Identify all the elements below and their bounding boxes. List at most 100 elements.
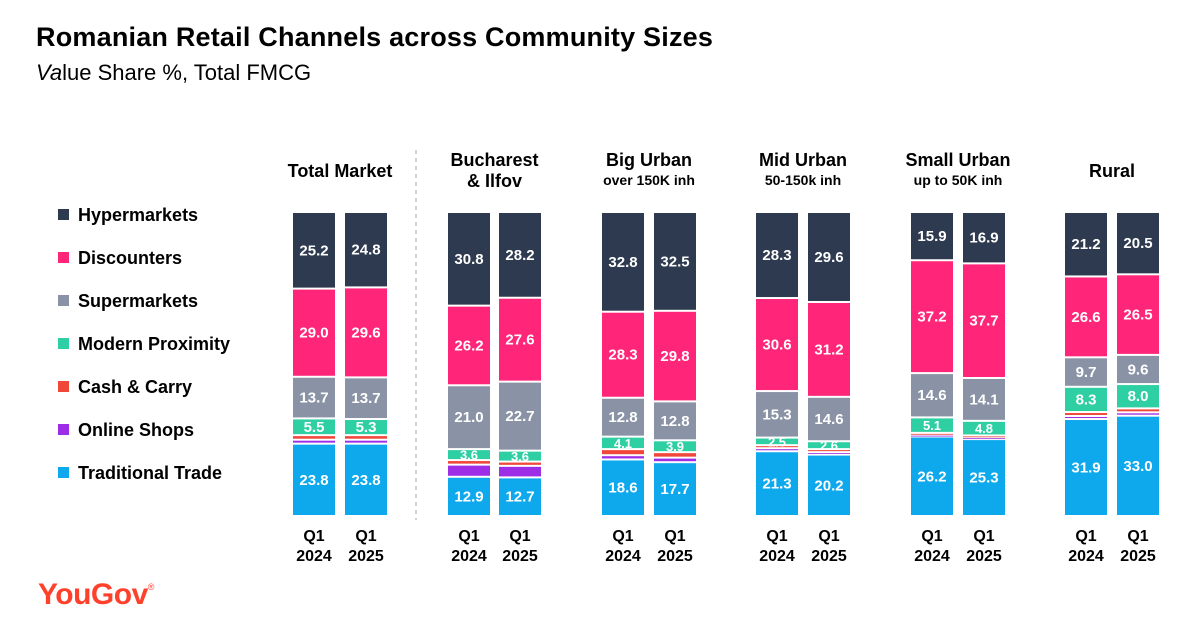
bar-segment-mid-urban-q1-2024-modern-proximity (756, 438, 798, 445)
data-label-small-urban-q1-2025-modern-proximity: 4.8 (975, 421, 993, 436)
bar-segment-bucharest-and-ilfov-q1-2025-discounters (499, 298, 541, 381)
data-label-total-market-q1-2024-supermarkets: 13.7 (299, 390, 328, 407)
data-label-bucharest-and-ilfov-q1-2024-supermarkets: 21.0 (454, 409, 483, 426)
x-tick-label-bucharest-and-ilfov-q1-2025-line1: Q1 (509, 528, 530, 545)
x-tick-label-mid-urban-q1-2025-line2: 2025 (811, 548, 847, 565)
data-label-mid-urban-q1-2024-traditional-trade: 21.3 (762, 476, 791, 493)
subtitle-italic: Va (36, 60, 63, 85)
x-tick-label-mid-urban-q1-2024-line2: 2024 (759, 548, 795, 565)
bar-segment-small-urban-q1-2024-online-shops (911, 435, 953, 437)
data-label-bucharest-and-ilfov-q1-2024-hypermarkets: 30.8 (454, 251, 483, 268)
legend-swatch-discounters (58, 252, 69, 263)
data-label-bucharest-and-ilfov-q1-2024-modern-proximity: 3.6 (460, 448, 478, 463)
x-tick-label-small-urban-q1-2025-line1: Q1 (973, 528, 994, 545)
legend-label-cash-and-carry: Cash & Carry (78, 377, 193, 397)
brand-mark: ® (147, 582, 155, 592)
x-tick-label-rural-q1-2025-line2: 2025 (1120, 548, 1156, 565)
bar-segment-small-urban-q1-2025-cash-and-carry (963, 436, 1005, 438)
bar-segment-mid-urban-q1-2025-cash-and-carry (808, 450, 850, 452)
x-tick-label-total-market-q1-2025-line1: Q1 (355, 528, 376, 545)
data-label-big-urban-q1-2025-hypermarkets: 32.5 (660, 253, 689, 270)
bar-segment-small-urban-q1-2025-supermarkets (963, 378, 1005, 420)
bar-segment-big-urban-q1-2024-modern-proximity (602, 437, 644, 449)
legend-swatch-modern-proximity (58, 338, 69, 349)
bar-segment-rural-q1-2024-discounters (1065, 277, 1107, 357)
bar-segment-mid-urban-q1-2025-traditional-trade (808, 455, 850, 515)
data-label-bucharest-and-ilfov-q1-2025-hypermarkets: 28.2 (505, 247, 534, 264)
bar-segment-mid-urban-q1-2025-discounters (808, 302, 850, 396)
legend-label-supermarkets: Supermarkets (78, 291, 199, 311)
group-title-big-urban: Big Urban (606, 150, 692, 170)
data-label-mid-urban-q1-2024-hypermarkets: 28.3 (762, 247, 791, 264)
data-label-rural-q1-2025-discounters: 26.5 (1123, 307, 1152, 324)
legend-label-online-shops: Online Shops (78, 420, 195, 440)
x-tick-label-big-urban-q1-2025-line1: Q1 (664, 528, 685, 545)
bar-segment-big-urban-q1-2024-traditional-trade (602, 460, 644, 515)
bar-segment-bucharest-and-ilfov-q1-2025-cash-and-carry (499, 462, 541, 465)
bar-segment-total-market-q1-2025-modern-proximity (345, 420, 387, 435)
bar-segment-big-urban-q1-2024-hypermarkets (602, 213, 644, 311)
bar-segment-big-urban-q1-2025-online-shops (654, 458, 696, 462)
data-label-rural-q1-2024-modern-proximity: 8.3 (1076, 391, 1097, 408)
bar-segment-small-urban-q1-2025-discounters (963, 264, 1005, 377)
x-tick-label-rural-q1-2024-line2: 2024 (1068, 548, 1104, 565)
chart-subtitle: Value Share %, Total FMCG (36, 60, 311, 86)
x-tick-label-big-urban-q1-2024-line1: Q1 (612, 528, 633, 545)
bar-segment-small-urban-q1-2024-traditional-trade (911, 437, 953, 515)
group-title-bucharest-and-ilfov: Bucharest (450, 150, 538, 170)
yougov-logo: YouGov® (38, 578, 154, 612)
data-label-rural-q1-2024-discounters: 26.6 (1071, 309, 1100, 326)
x-tick-label-small-urban-q1-2024-line1: Q1 (921, 528, 942, 545)
data-label-big-urban-q1-2024-discounters: 28.3 (608, 347, 637, 364)
legend-label-discounters: Discounters (78, 248, 183, 268)
bar-segment-mid-urban-q1-2024-traditional-trade (756, 452, 798, 515)
bar-segment-bucharest-and-ilfov-q1-2025-online-shops (499, 466, 541, 477)
data-label-big-urban-q1-2025-modern-proximity: 3.9 (666, 439, 684, 454)
data-label-mid-urban-q1-2024-discounters: 30.6 (762, 337, 791, 354)
data-label-total-market-q1-2025-hypermarkets: 24.8 (351, 242, 380, 259)
data-label-small-urban-q1-2025-supermarkets: 14.1 (969, 391, 998, 408)
bar-segment-rural-q1-2025-supermarkets (1117, 355, 1159, 384)
bar-segment-bucharest-and-ilfov-q1-2024-cash-and-carry (448, 461, 490, 464)
bar-segment-total-market-q1-2025-supermarkets (345, 378, 387, 419)
bar-segment-small-urban-q1-2025-modern-proximity (963, 421, 1005, 435)
bar-segment-big-urban-q1-2025-cash-and-carry (654, 453, 696, 457)
data-label-rural-q1-2025-supermarkets: 9.6 (1128, 361, 1149, 378)
data-label-mid-urban-q1-2025-hypermarkets: 29.6 (814, 249, 843, 266)
bar-segment-small-urban-q1-2024-hypermarkets (911, 213, 953, 260)
legend-label-traditional-trade: Traditional Trade (78, 463, 223, 483)
data-label-bucharest-and-ilfov-q1-2025-discounters: 27.6 (505, 332, 534, 349)
bar-segment-rural-q1-2025-cash-and-carry (1117, 409, 1159, 412)
bar-segment-small-urban-q1-2025-traditional-trade (963, 440, 1005, 515)
data-label-bucharest-and-ilfov-q1-2024-traditional-trade: 12.9 (454, 488, 483, 505)
bar-segment-total-market-q1-2025-cash-and-carry (345, 436, 387, 439)
legend-swatch-hypermarkets (58, 209, 69, 220)
data-label-mid-urban-q1-2025-supermarkets: 14.6 (814, 411, 843, 428)
data-label-rural-q1-2024-traditional-trade: 31.9 (1071, 460, 1100, 477)
data-label-big-urban-q1-2025-traditional-trade: 17.7 (660, 481, 689, 498)
x-tick-label-rural-q1-2025-line1: Q1 (1127, 528, 1148, 545)
chart-title: Romanian Retail Channels across Communit… (36, 22, 714, 52)
group-title-bucharest-and-ilfov-line2: & Ilfov (467, 171, 522, 191)
data-label-bucharest-and-ilfov-q1-2025-traditional-trade: 12.7 (505, 489, 534, 506)
bar-segment-bucharest-and-ilfov-q1-2025-supermarkets (499, 382, 541, 450)
group-title-mid-urban: Mid Urban (759, 150, 847, 170)
bar-segment-mid-urban-q1-2024-cash-and-carry (756, 446, 798, 448)
bar-segment-big-urban-q1-2025-hypermarkets (654, 213, 696, 310)
data-label-total-market-q1-2025-supermarkets: 13.7 (351, 390, 380, 407)
x-tick-label-big-urban-q1-2024-line2: 2024 (605, 548, 641, 565)
data-label-rural-q1-2024-hypermarkets: 21.2 (1071, 236, 1100, 253)
data-label-total-market-q1-2025-discounters: 29.6 (351, 324, 380, 341)
bar-segment-small-urban-q1-2024-cash-and-carry (911, 433, 953, 435)
bar-segment-mid-urban-q1-2024-online-shops (756, 449, 798, 451)
x-tick-label-small-urban-q1-2025-line2: 2025 (966, 548, 1002, 565)
data-label-big-urban-q1-2025-discounters: 29.8 (660, 348, 689, 365)
bar-segment-mid-urban-q1-2024-discounters (756, 299, 798, 391)
bar-segment-rural-q1-2024-traditional-trade (1065, 420, 1107, 515)
bar-segment-rural-q1-2025-discounters (1117, 275, 1159, 354)
data-label-mid-urban-q1-2025-discounters: 31.2 (814, 341, 843, 358)
data-label-total-market-q1-2025-modern-proximity: 5.3 (356, 419, 377, 436)
bar-segment-big-urban-q1-2025-supermarkets (654, 402, 696, 440)
bar-segment-big-urban-q1-2025-traditional-trade (654, 463, 696, 515)
